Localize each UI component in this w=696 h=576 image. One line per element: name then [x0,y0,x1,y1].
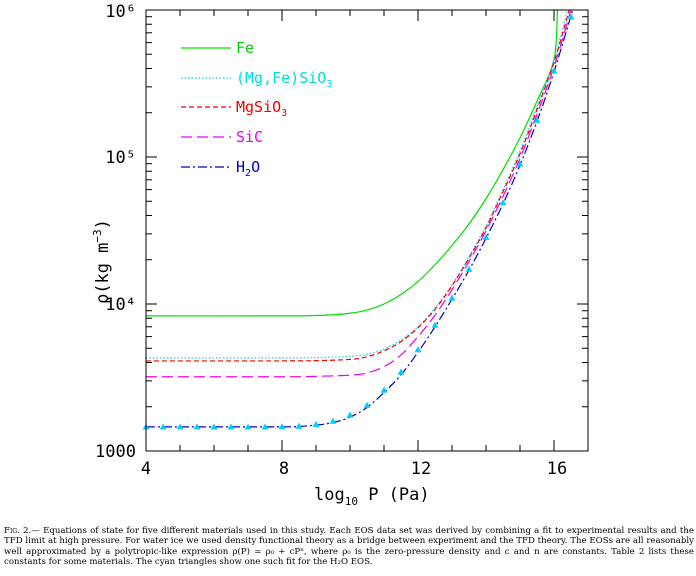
h2o-fit-triangle [227,423,235,430]
legend-label-fe: Fe [236,39,254,57]
legend: Fe (Mg,Fe)SiO3 MgSiO3 SiC H2O [181,39,332,179]
h2o-fit-triangle [278,423,286,430]
legend-label-mgfesio3: (Mg,Fe)SiO3 [236,69,332,90]
eos-figure: 4 8 12 16 1000 10⁴ 10⁵ 10⁶ log10 P (Pa) … [91,2,589,508]
h2o-fit-triangle [312,420,320,427]
h2o-fit-triangle [210,423,218,430]
h2o-fit-triangle [244,423,252,430]
eos-curves [145,9,574,428]
h2o-fit-triangle [346,411,354,418]
h2o-fit-triangle [465,265,473,272]
curve-fe [145,9,558,317]
curve-mgsio3 [145,9,570,362]
y-tick-label: 1000 [95,442,136,462]
h2o-fit-triangle [380,386,388,393]
h2o-fit-triangle [533,116,541,123]
curve-h2o [145,9,574,428]
x-axis-label: log10 P (Pa) [314,485,430,508]
curve-sic [145,9,572,378]
h2o-fit-triangle [567,13,575,20]
x-tick-label: 12 [411,459,431,479]
curve-mgfesio3 [145,9,569,359]
h2o-fit-triangle [329,417,337,424]
h2o-fit-triangle [397,368,405,375]
y-tick-labels: 1000 10⁴ 10⁵ 10⁶ [95,2,136,462]
h2o-fit-triangles [142,13,575,430]
h2o-fit-triangle [159,423,167,430]
h2o-fit-triangle [448,294,456,301]
h2o-fit-triangle [176,423,184,430]
y-axis-label: ρ(kg m−3) [91,219,113,304]
caption-label: Fig. 2. [4,526,32,536]
h2o-fit-triangle [261,423,269,430]
h2o-fit-triangle [431,321,439,328]
figure-caption: Fig. 2.— Equations of state for five dif… [4,526,694,568]
y-tick-label: 10⁵ [105,148,136,168]
y-tick-label: 10⁴ [105,295,136,315]
axis-ticks [145,9,589,452]
x-tick-labels: 4 8 12 16 [141,459,567,479]
h2o-fit-triangle [363,401,371,408]
h2o-fit-triangle [550,67,558,74]
y-tick-label: 10⁶ [105,2,136,22]
legend-label-mgsio3: MgSiO3 [236,98,287,119]
h2o-fit-triangle [516,160,524,167]
h2o-fit-triangle [193,423,201,430]
x-tick-label: 8 [279,459,289,479]
plot-frame [145,9,589,452]
caption-text: — Equations of state for five different … [4,526,694,568]
legend-label-sic: SiC [236,128,263,146]
h2o-fit-triangle [499,199,507,206]
x-tick-label: 16 [547,459,567,479]
x-tick-label: 4 [141,459,151,479]
h2o-fit-triangle [295,422,303,429]
h2o-fit-triangle [414,346,422,353]
legend-label-h2o: H2O [236,158,260,179]
h2o-fit-triangle [482,233,490,240]
